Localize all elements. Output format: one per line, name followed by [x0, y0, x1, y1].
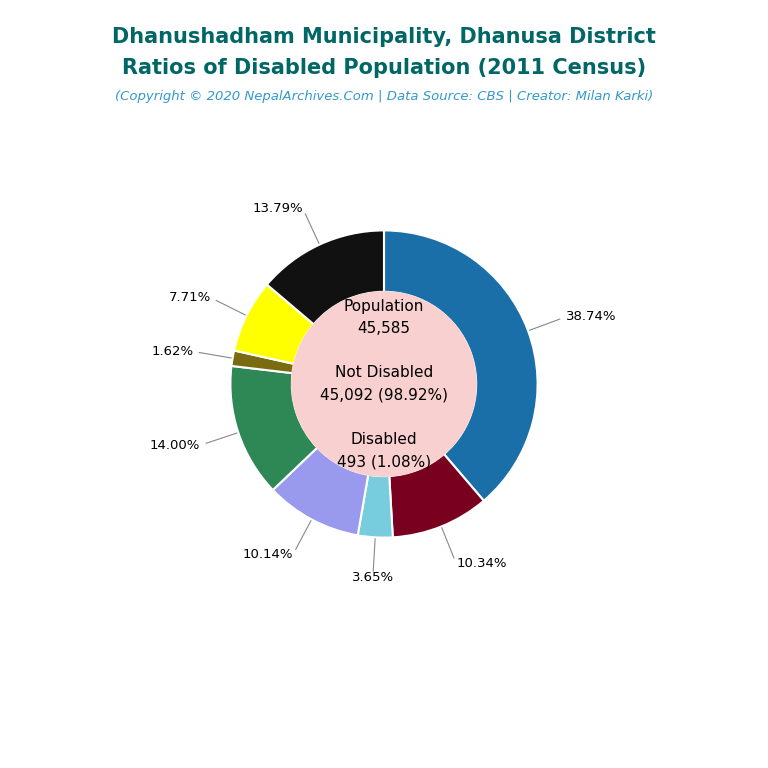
Wedge shape	[389, 454, 484, 538]
Text: Dhanushadham Municipality, Dhanusa District: Dhanushadham Municipality, Dhanusa Distr…	[112, 27, 656, 47]
Wedge shape	[234, 285, 314, 364]
Text: Ratios of Disabled Population (2011 Census): Ratios of Disabled Population (2011 Cens…	[122, 58, 646, 78]
Wedge shape	[273, 448, 368, 535]
Circle shape	[292, 292, 476, 476]
Wedge shape	[230, 366, 317, 490]
Text: 10.34%: 10.34%	[456, 557, 507, 570]
Text: 13.79%: 13.79%	[252, 202, 303, 215]
Wedge shape	[231, 350, 294, 373]
Text: 38.74%: 38.74%	[565, 310, 616, 323]
Text: 1.62%: 1.62%	[151, 345, 194, 358]
Text: Population
45,585

Not Disabled
45,092 (98.92%)

Disabled
493 (1.08%): Population 45,585 Not Disabled 45,092 (9…	[320, 299, 448, 469]
Wedge shape	[358, 475, 392, 538]
Text: 14.00%: 14.00%	[150, 439, 200, 452]
Wedge shape	[267, 230, 384, 324]
Text: (Copyright © 2020 NepalArchives.Com | Data Source: CBS | Creator: Milan Karki): (Copyright © 2020 NepalArchives.Com | Da…	[115, 90, 653, 103]
Text: 10.14%: 10.14%	[242, 548, 293, 561]
Wedge shape	[384, 230, 538, 501]
Text: 7.71%: 7.71%	[168, 291, 210, 304]
Text: 3.65%: 3.65%	[352, 571, 394, 584]
